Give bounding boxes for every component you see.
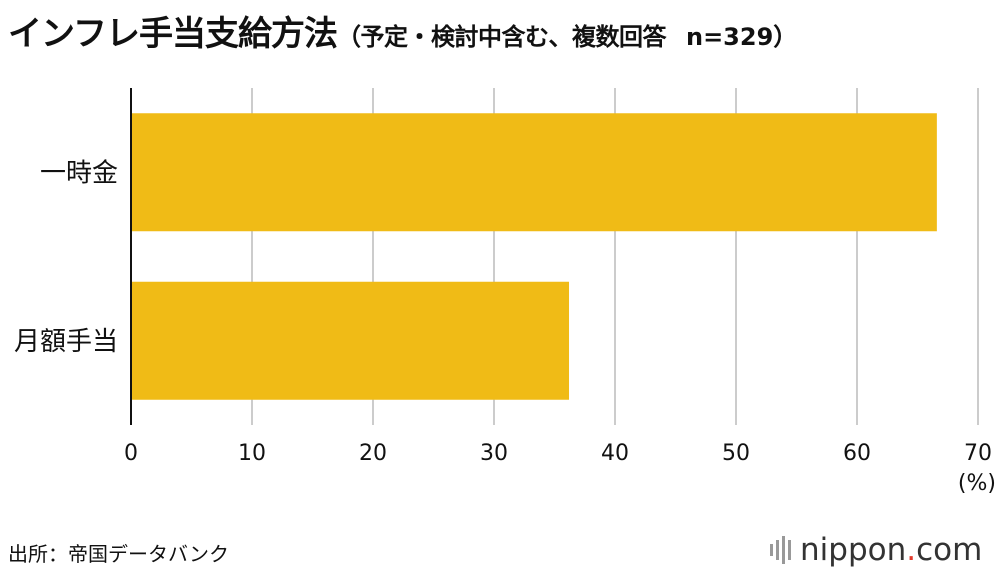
title-close-paren: ） xyxy=(773,23,798,51)
logo-dot: . xyxy=(906,532,917,568)
x-tick-label: 10 xyxy=(238,441,266,466)
chart-title: インフレ手当支給方法（予定・検討中含む、複数回答 n=329） xyxy=(8,6,797,55)
category-label: 一時金 xyxy=(40,158,118,188)
bar xyxy=(131,113,937,232)
x-axis-unit: (%) xyxy=(958,471,996,496)
x-tick-labels: 0 10 20 30 40 50 60 70 xyxy=(124,441,992,466)
bar xyxy=(131,281,570,400)
bars xyxy=(131,113,937,400)
x-tick-label: 40 xyxy=(601,441,629,466)
category-label: 月額手当 xyxy=(14,327,118,357)
x-tick-label: 60 xyxy=(843,441,871,466)
logo-main: nippon xyxy=(800,532,907,568)
title-main: インフレ手当支給方法 xyxy=(8,14,338,54)
title-subtitle: （予定・検討中含む、複数回答 xyxy=(336,23,667,51)
x-tick-label: 30 xyxy=(480,441,508,466)
x-tick-label: 70 xyxy=(964,441,992,466)
logo-bars-icon xyxy=(770,536,794,564)
x-tick-label: 20 xyxy=(359,441,387,466)
x-tick-label: 0 xyxy=(124,441,138,466)
title-sample-size: n=329 xyxy=(685,23,774,51)
x-tick-label: 50 xyxy=(722,441,750,466)
logo-tld: com xyxy=(916,532,983,568)
nippon-logo: nippon. com xyxy=(770,532,982,568)
source-note: 出所：帝国データバンク xyxy=(8,542,229,566)
